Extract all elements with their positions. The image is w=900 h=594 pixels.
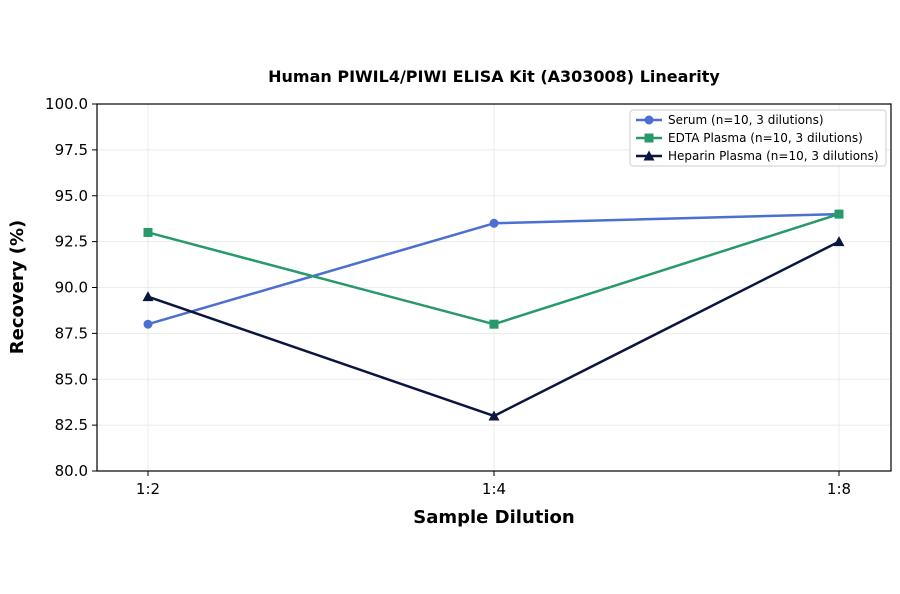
chart-title: Human PIWIL4/PIWI ELISA Kit (A303008) Li… xyxy=(268,67,720,86)
y-tick-label: 80.0 xyxy=(55,462,88,480)
data-point xyxy=(142,291,154,302)
legend-label: Serum (n=10, 3 dilutions) xyxy=(668,113,824,127)
legend-marker xyxy=(644,115,654,125)
series-layer xyxy=(142,209,845,421)
legend-marker xyxy=(643,150,655,161)
legend-frame xyxy=(629,109,887,167)
series-line xyxy=(147,212,840,326)
y-tick-label: 85.0 xyxy=(55,370,88,388)
legend-entry: EDTA Plasma (n=10, 3 dilutions) xyxy=(636,131,863,145)
data-point xyxy=(489,319,499,329)
y-tick-label: 95.0 xyxy=(55,187,88,205)
data-point xyxy=(488,410,500,421)
legend-label: EDTA Plasma (n=10, 3 dilutions) xyxy=(668,131,863,145)
y-axis-label: Recovery (%) xyxy=(7,220,28,354)
legend-entry: Heparin Plasma (n=10, 3 dilutions) xyxy=(636,149,879,163)
x-tick-label: 1:8 xyxy=(827,480,851,498)
data-point xyxy=(143,319,153,329)
legend-entry: Serum (n=10, 3 dilutions) xyxy=(636,113,824,127)
y-tick-label: 97.5 xyxy=(55,141,88,159)
data-point xyxy=(833,236,845,247)
data-point xyxy=(489,218,499,228)
legend-label: Heparin Plasma (n=10, 3 dilutions) xyxy=(668,149,879,163)
legend: Serum (n=10, 3 dilutions) EDTA Plasma (n=… xyxy=(629,109,887,167)
x-tick-label: 1:4 xyxy=(482,480,506,498)
series-line xyxy=(147,212,840,326)
data-point xyxy=(143,227,153,237)
y-tick-label: 87.5 xyxy=(55,324,88,342)
x-axis-label: Sample Dilution xyxy=(413,507,574,528)
y-tick-label: 90.0 xyxy=(55,279,88,297)
series-2 xyxy=(142,236,845,421)
series-1 xyxy=(143,209,844,329)
y-tick-label: 92.5 xyxy=(55,233,88,251)
y-tick-label: 82.5 xyxy=(55,416,88,434)
tick-layer: 80.0 82.5 85.0 87.5 90.0 92.5 95.0 97.5 100.0 1:2… xyxy=(45,95,851,498)
data-point xyxy=(834,209,844,219)
y-tick-label: 100.0 xyxy=(45,95,88,113)
x-tick-label: 1:2 xyxy=(136,480,160,498)
legend-marker xyxy=(644,133,654,143)
series-0 xyxy=(143,209,844,329)
series-line xyxy=(147,240,840,418)
